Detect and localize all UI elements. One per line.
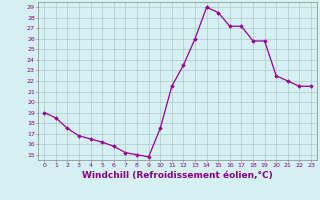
- X-axis label: Windchill (Refroidissement éolien,°C): Windchill (Refroidissement éolien,°C): [82, 171, 273, 180]
